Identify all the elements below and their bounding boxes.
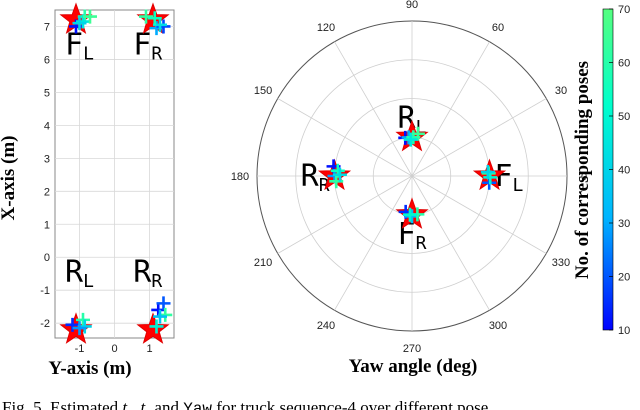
plus-marker (156, 296, 171, 311)
angle-tick-label: 180 (231, 171, 249, 183)
wheel-label: RL (65, 255, 94, 292)
y-tick-label: 3 (44, 153, 50, 165)
colorbar-tick-label: 10 (618, 325, 630, 337)
angle-tick-label: 270 (403, 343, 421, 355)
angle-tick-label: 0 (581, 171, 587, 183)
plus-marker (402, 207, 417, 222)
xy-x-axis-label: Y-axis (m) (48, 358, 131, 379)
y-tick-label: 5 (44, 87, 50, 99)
plus-marker (139, 9, 153, 24)
wheel-label: FR (133, 28, 162, 65)
polar-spoke (334, 175, 413, 311)
colorbar-label: No. of corresponding poses (572, 61, 593, 279)
plus-marker (149, 319, 164, 334)
polar-spoke (411, 98, 547, 177)
colorbar-tick-label: 70 (618, 4, 630, 16)
xy-plus-markers (65, 9, 173, 336)
polar-plus-markers (326, 126, 498, 224)
xy-wheel-labels: FL FR RL RR (65, 28, 162, 292)
y-tick-label: 0 (44, 252, 50, 264)
plus-marker (332, 167, 347, 182)
y-tick-label: 4 (44, 120, 50, 132)
colorbar-tick-labels: 10 20 30 40 50 60 70 (609, 4, 630, 337)
plus-marker (480, 165, 495, 180)
x-tick-label: 0 (111, 343, 117, 355)
polar-spoke (411, 41, 490, 177)
angle-tick-label: 210 (254, 257, 272, 269)
angle-tick-label: 30 (555, 85, 567, 97)
xy-y-axis-label: X-axis (m) (0, 136, 19, 221)
angle-tick-label: 90 (406, 0, 418, 11)
colorbar-tick-label: 40 (618, 165, 630, 177)
plus-marker (72, 16, 87, 31)
wheel-label: FL (494, 159, 523, 196)
y-tick-label: -2 (40, 318, 50, 330)
angle-tick-label: 150 (254, 85, 272, 97)
polar-spoke (277, 98, 413, 177)
wheel-label: RR (133, 255, 162, 292)
angle-tick-label: 330 (552, 257, 570, 269)
plus-marker (83, 9, 97, 24)
polar-spoke (334, 41, 413, 177)
polar-spoke (411, 175, 490, 311)
colorbar-tick-label: 50 (618, 111, 630, 123)
angle-tick-label: 240 (317, 320, 335, 332)
wheel-label: RR (301, 159, 330, 196)
star-marker (136, 312, 170, 344)
colorbar: 10 20 30 40 50 60 70 No. of corresponding pose… (572, 4, 630, 337)
plus-marker (153, 309, 167, 324)
x-tick-label: 1 (146, 343, 152, 355)
plus-marker (147, 11, 162, 26)
y-tick-label: 2 (44, 186, 50, 198)
polar-axis-label: Yaw angle (deg) (349, 356, 478, 377)
y-tick-label: 6 (44, 54, 50, 66)
x-tick-label: -1 (75, 343, 85, 355)
y-tick-label: -1 (40, 285, 50, 297)
y-tick-label: 7 (44, 21, 50, 33)
plus-marker (403, 132, 418, 147)
xy-scatter-panel: -2 -1 0 1 2 3 4 5 6 7 -1 0 1 FL FR RL RR X-axis (m) Y-… (0, 2, 175, 379)
polar-spoke (411, 175, 547, 254)
colorbar-tick-label: 30 (618, 218, 630, 230)
polar-spoke (277, 175, 413, 254)
y-tick-label: 1 (44, 219, 50, 231)
angle-tick-label: 120 (317, 22, 335, 34)
colorbar-tick-label: 60 (618, 58, 630, 70)
xy-y-tick-labels: -2 -1 0 1 2 3 4 5 6 7 (40, 21, 50, 330)
plus-marker (72, 321, 87, 336)
plus-marker (410, 126, 425, 141)
wheel-label: FL (65, 28, 94, 65)
angle-tick-label: 300 (489, 320, 507, 332)
polar-angle-tick-labels: 0 30 60 90 120 150 180 210 240 270 300 330 (231, 0, 587, 355)
wheel-label: FR (398, 217, 427, 254)
plus-marker (76, 312, 90, 327)
colorbar-tick-label: 20 (618, 272, 630, 284)
xy-x-tick-labels: -1 0 1 (75, 343, 153, 355)
figure-caption: Fig. 5. Estimated tx, ty and Yaw for tru… (2, 398, 488, 410)
angle-tick-label: 60 (492, 22, 504, 34)
plus-marker (65, 317, 80, 332)
